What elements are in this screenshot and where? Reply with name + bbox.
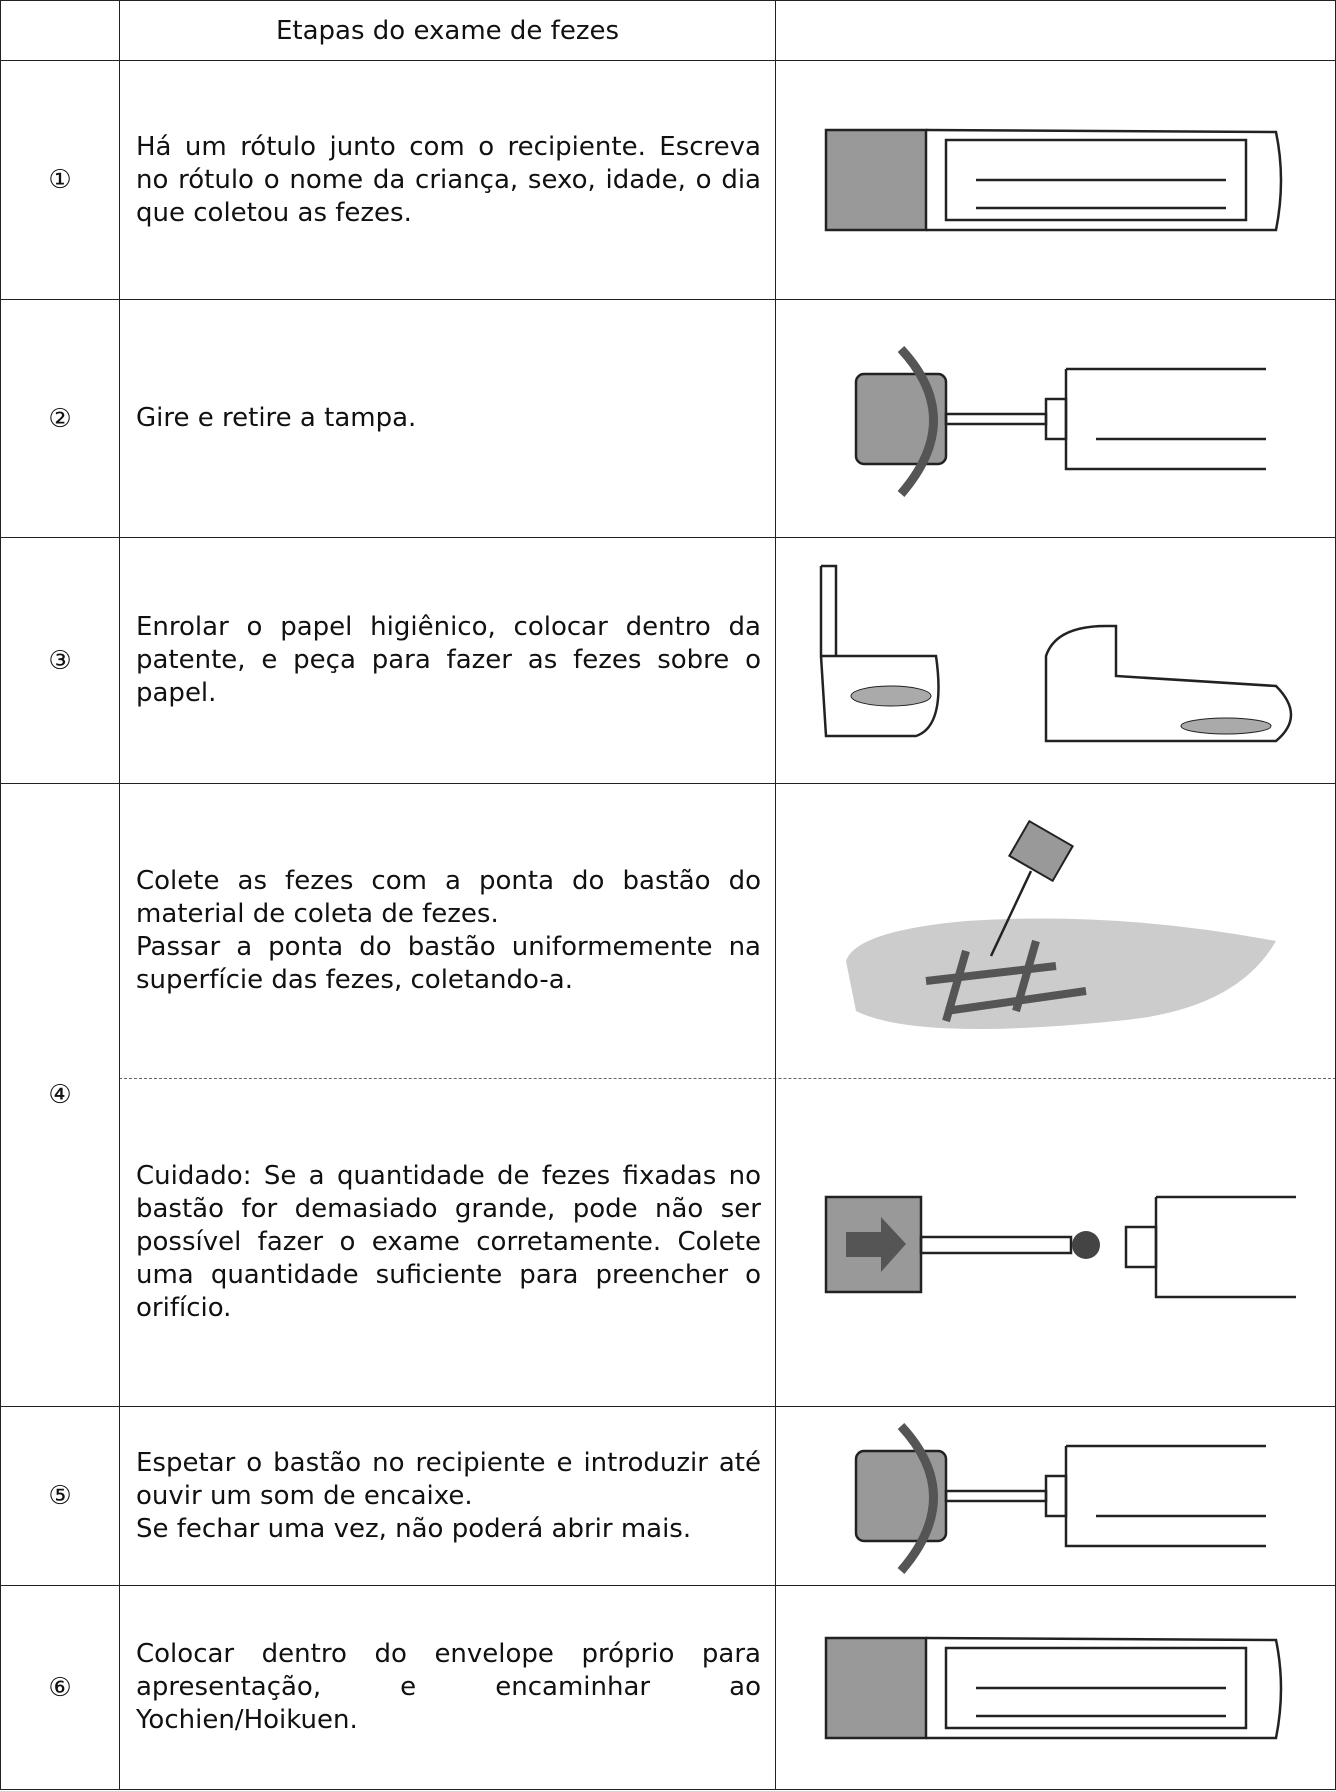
text-block: Cuidado: Se a quantidade de fezes fixada… (136, 1160, 761, 1325)
header-title: Etapas do exame de fezes (119, 0, 775, 60)
step-illustration (775, 537, 1336, 783)
paragraph: Colocar dentro do envelope próprio para … (136, 1639, 761, 1735)
step-illustration (775, 60, 1336, 299)
paragraph: Gire e retire a tampa. (136, 403, 417, 433)
step-illustration (775, 1078, 1336, 1406)
step-illustration (775, 1585, 1336, 1789)
paragraph: Enrolar o papel higiênico, colocar dentr… (136, 612, 761, 708)
text-block: Enrolar o papel higiênico, colocar dentr… (136, 611, 761, 710)
step-illustration (775, 299, 1336, 537)
text-block: Espetar o bastão no recipiente e introdu… (136, 1447, 761, 1546)
text-block: Colocar dentro do envelope próprio para … (136, 1638, 761, 1737)
tube-illustration (824, 1636, 1282, 1739)
paragraph: Há um rótulo junto com o recipiente. Esc… (136, 131, 761, 228)
tube-illustration (824, 128, 1282, 232)
step-number: ② (0, 299, 119, 537)
step-number: ③ (0, 537, 119, 783)
step-text: Cuidado: Se a quantidade de fezes fixada… (119, 1078, 775, 1406)
table-bottom-border (0, 1789, 1336, 1790)
step-text: Colocar dentro do envelope próprio para … (119, 1585, 775, 1789)
text-block: Gire e retire a tampa. (136, 402, 761, 435)
header-empty-cell (775, 0, 1336, 60)
step-illustration (775, 783, 1336, 1078)
stool-illustration (845, 819, 1276, 1029)
step-number: ⑤ (0, 1406, 119, 1585)
text-block: Há um rótulo junto com o recipiente. Esc… (136, 131, 761, 230)
step-number: ④ (0, 783, 119, 1406)
header-empty-cell (0, 0, 119, 60)
step-number: ① (0, 60, 119, 299)
paragraph: Cuidado: Se a quantidade de fezes fixada… (136, 1160, 761, 1323)
step-text: Enrolar o papel higiênico, colocar dentr… (119, 537, 775, 783)
step-text: Gire e retire a tampa. (119, 299, 775, 537)
paragraph: Passar a ponta do bastão uniformemente n… (136, 932, 761, 995)
paragraph: Colete as fezes com a ponta do bastão do… (136, 866, 761, 929)
step-text: Há um rótulo junto com o recipiente. Esc… (119, 60, 775, 299)
paragraph: Espetar o bastão no recipiente e introdu… (136, 1447, 761, 1511)
row-divider (119, 1078, 1336, 1079)
open-tube-illustration (854, 1422, 1266, 1574)
open-tube-illustration (854, 345, 1266, 497)
step-illustration (775, 1406, 1336, 1585)
step-number: ⑥ (0, 1585, 119, 1789)
toilet-illustration (819, 564, 1292, 742)
paragraph: Se fechar uma vez, não poderá abrir mais… (136, 1513, 692, 1544)
text-block: Colete as fezes com a ponta do bastão do… (136, 865, 761, 997)
stick-insert-illustration (824, 1195, 1296, 1299)
step-text: Espetar o bastão no recipiente e introdu… (119, 1406, 775, 1585)
step-text: Colete as fezes com a ponta do bastão do… (119, 783, 775, 1078)
